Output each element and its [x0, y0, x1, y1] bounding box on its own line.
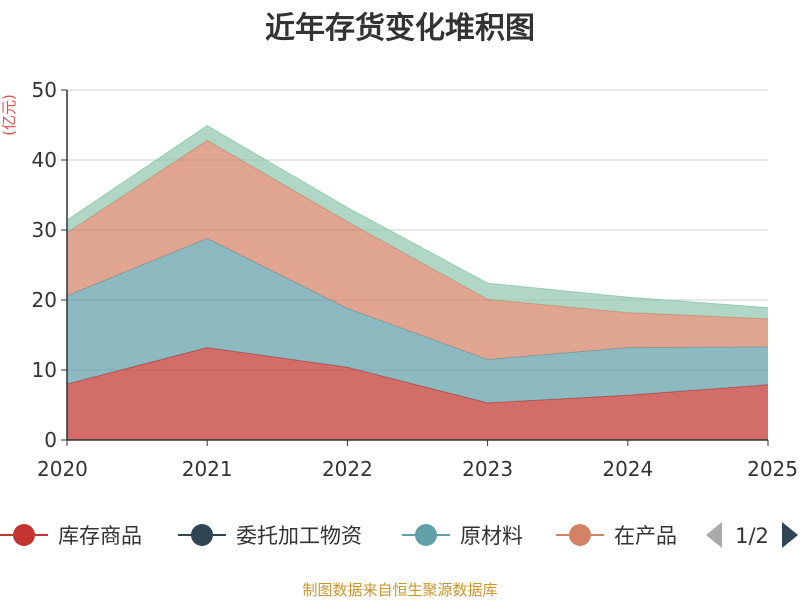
y-tick-label: 50 — [32, 78, 57, 102]
y-tick-label: 30 — [32, 218, 57, 242]
legend-label: 在产品 — [614, 524, 677, 548]
legend-item[interactable]: 原材料 — [402, 524, 523, 548]
x-tick-label: 2023 — [462, 457, 513, 481]
legend-label: 原材料 — [460, 524, 523, 548]
legend-page-indicator: 1/2 — [735, 524, 769, 548]
data-source: 制图数据来自恒生聚源数据库 — [302, 581, 497, 599]
legend-marker — [415, 524, 437, 546]
legend-marker — [191, 524, 213, 546]
series-area-2 — [67, 238, 768, 403]
y-tick-label: 10 — [32, 358, 57, 382]
y-tick-label: 20 — [32, 288, 57, 312]
legend-item[interactable]: 库存商品 — [0, 524, 142, 548]
x-tick-label: 2024 — [602, 457, 653, 481]
legend-item[interactable]: 委托加工物资 — [178, 524, 362, 548]
prev-page-icon[interactable] — [706, 522, 722, 548]
x-tick-label: 2021 — [182, 457, 233, 481]
series-area-0 — [67, 347, 768, 440]
y-axis-unit: (亿元) — [0, 94, 18, 136]
y-tick-label: 0 — [44, 428, 57, 452]
y-tick-label: 40 — [32, 148, 57, 172]
x-tick-label: 2022 — [322, 457, 373, 481]
x-tick-label: 2025 — [747, 457, 798, 481]
series-line-4 — [66, 125, 769, 309]
legend-marker — [569, 524, 591, 546]
legend: 库存商品 委托加工物资 原材料 在产品 — [0, 524, 677, 548]
legend-pager: 1/2 — [706, 522, 798, 548]
series-area-3 — [67, 140, 768, 360]
x-tick-label: 2020 — [37, 457, 88, 481]
next-page-icon[interactable] — [782, 522, 798, 548]
chart-title: 近年存货变化堆积图 — [265, 11, 535, 46]
legend-label: 库存商品 — [58, 524, 142, 548]
legend-label: 委托加工物资 — [236, 524, 362, 548]
legend-marker — [13, 524, 35, 546]
legend-item[interactable]: 在产品 — [556, 524, 677, 548]
axes: 0 10 20 30 40 50 2020 2021 2022 2023 2024 2025 — [32, 78, 798, 481]
plot-areas — [66, 125, 769, 440]
